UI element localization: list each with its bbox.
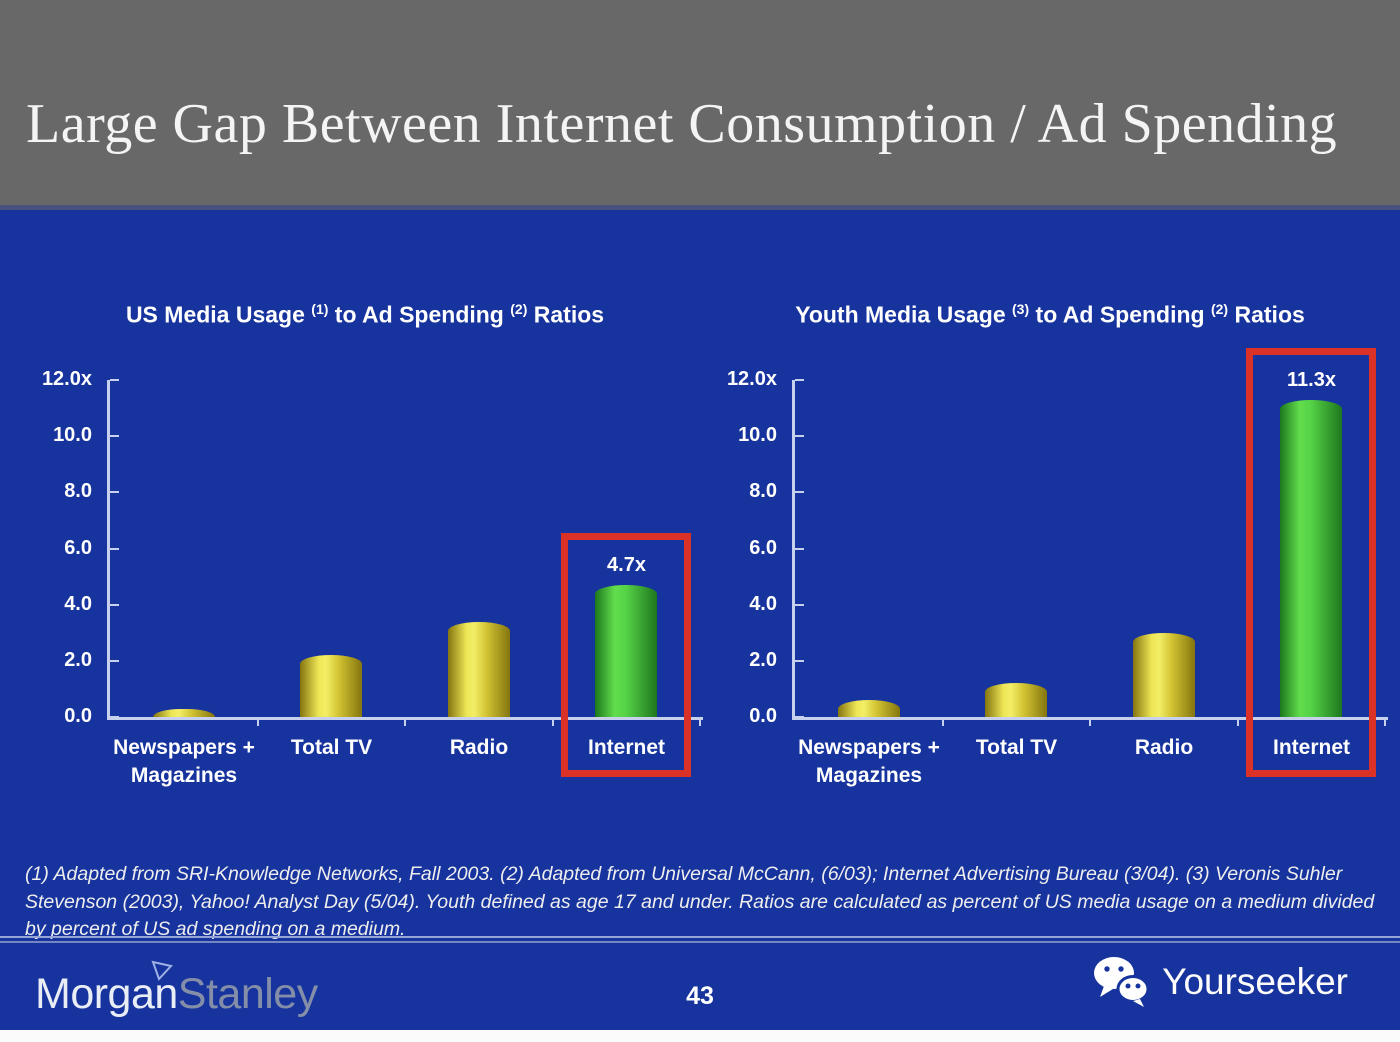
bar-newspapers-magazines bbox=[837, 700, 900, 717]
category-label-internet: Internet bbox=[587, 736, 665, 759]
bar-internet bbox=[1280, 399, 1343, 717]
bar-newspapers-magazines bbox=[152, 708, 215, 717]
bar-total-tv bbox=[300, 655, 363, 717]
chart-title: Youth Media Usage (3) to Ad Spending (2)… bbox=[770, 292, 1330, 332]
y-tick-label: 2.0 bbox=[749, 648, 777, 671]
y-tick-mark bbox=[110, 547, 119, 550]
y-tick-mark bbox=[795, 716, 804, 718]
y-tick-mark bbox=[110, 603, 119, 606]
bottom-strip bbox=[0, 1030, 1400, 1042]
highlight-box bbox=[561, 533, 692, 777]
y-tick-mark bbox=[795, 603, 804, 606]
category-label-radio: Radio bbox=[449, 736, 509, 759]
y-axis bbox=[792, 380, 795, 720]
y-tick-mark bbox=[795, 547, 804, 550]
y-tick-label: 8.0 bbox=[64, 480, 92, 503]
x-tick-mark bbox=[404, 717, 406, 726]
category-label-internet: Internet bbox=[1272, 736, 1350, 759]
y-tick-mark bbox=[110, 435, 119, 438]
page-number: 43 bbox=[686, 982, 714, 1010]
chart-title-text: Youth Media Usage bbox=[795, 301, 1013, 328]
morgan-stanley-triangle-icon bbox=[151, 960, 173, 981]
bar-total-tv bbox=[985, 683, 1048, 717]
y-tick-mark bbox=[795, 491, 804, 494]
category-label-radio: Radio bbox=[1134, 736, 1194, 759]
y-tick-mark bbox=[110, 379, 119, 381]
slide-header: Large Gap Between Internet Consumption /… bbox=[0, 0, 1400, 205]
x-tick-mark bbox=[551, 717, 554, 726]
category-label-newspapers-magazines: Newspapers + Magazines bbox=[113, 736, 255, 787]
y-tick-label: 0.0 bbox=[749, 705, 777, 727]
x-tick-mark bbox=[1236, 717, 1239, 726]
value-label: 11.3x bbox=[1287, 368, 1336, 391]
footnote-ref-sup: (2) bbox=[510, 301, 528, 317]
plot-area: 12.0x 10.0 8.0 6.0 4.0 2.0 0.0 Newspapers + Mag… bbox=[727, 347, 1388, 787]
footnote: (1) Adapted from SRI-Knowledge Networks,… bbox=[25, 863, 1375, 940]
y-tick-label: 10.0 bbox=[738, 424, 777, 447]
x-tick-mark bbox=[941, 717, 944, 726]
category-label-total-tv: Total TV bbox=[975, 736, 1058, 759]
footnote-ref-sup: (2) bbox=[1210, 301, 1229, 317]
plot-area: 12.0x 10.0 8.0 6.0 4.0 2.0 0.0 Newspapers + Mag… bbox=[42, 368, 703, 787]
logo-stanley-text: Stanley bbox=[177, 970, 318, 1018]
y-axis bbox=[107, 380, 110, 720]
y-tick-mark bbox=[795, 379, 804, 381]
us-media-usage-chart: US Media Usage (1) to Ad Spending (2) Ra… bbox=[30, 260, 703, 820]
x-tick-mark bbox=[1089, 717, 1091, 726]
yourseeker-watermark: Yourseeker bbox=[1092, 956, 1348, 1008]
y-tick-mark bbox=[110, 716, 119, 718]
chart-title-text: to Ad Spending bbox=[328, 301, 511, 328]
y-tick-label: 8.0 bbox=[749, 480, 777, 503]
x-tick-mark bbox=[1384, 717, 1386, 726]
y-tick-mark bbox=[795, 659, 804, 662]
value-label: 4.7x bbox=[607, 554, 646, 576]
y-tick-mark bbox=[110, 491, 119, 494]
chart-title-text: to Ad Spending bbox=[1029, 301, 1211, 328]
bar-radio bbox=[447, 621, 510, 717]
category-label-newspapers-magazines: Newspapers + Magazines bbox=[798, 736, 940, 787]
y-tick-label: 6.0 bbox=[64, 536, 92, 559]
x-tick-mark bbox=[256, 717, 259, 726]
bar-internet bbox=[595, 585, 658, 717]
category-label-total-tv: Total TV bbox=[290, 736, 373, 759]
wechat-icon bbox=[1094, 957, 1150, 1007]
y-tick-label: 12.0x bbox=[41, 368, 92, 390]
footnote-ref-sup: (3) bbox=[1012, 301, 1030, 317]
header-divider bbox=[0, 205, 1400, 210]
page-title: Large Gap Between Internet Consumption /… bbox=[26, 93, 1338, 155]
chart-title-text: US Media Usage bbox=[125, 301, 312, 328]
bar-radio bbox=[1132, 632, 1195, 717]
highlight-box bbox=[1246, 347, 1377, 777]
y-tick-mark bbox=[795, 435, 804, 438]
y-tick-label: 4.0 bbox=[749, 592, 777, 615]
y-tick-label: 4.0 bbox=[64, 592, 92, 615]
y-tick-label: 0.0 bbox=[64, 705, 92, 727]
y-tick-label: 6.0 bbox=[749, 536, 777, 559]
morgan-stanley-logo: MorganStanley bbox=[35, 970, 318, 1019]
y-tick-label: 10.0 bbox=[53, 424, 92, 447]
footnote-ref-sup: (1) bbox=[311, 301, 329, 317]
youth-media-usage-chart: Youth Media Usage (3) to Ad Spending (2)… bbox=[715, 260, 1388, 820]
x-tick-mark bbox=[699, 717, 701, 726]
y-tick-label: 2.0 bbox=[64, 648, 92, 671]
chart-title: US Media Usage (1) to Ad Spending (2) Ra… bbox=[30, 292, 700, 332]
chart-title-text: Ratios bbox=[527, 301, 605, 328]
footer-rule bbox=[0, 936, 1400, 943]
yourseeker-text: Yourseeker bbox=[1162, 961, 1348, 1002]
y-tick-label: 12.0x bbox=[726, 368, 777, 390]
logo-morgan-text: Morgan bbox=[35, 970, 178, 1018]
y-tick-mark bbox=[110, 659, 119, 662]
chart-title-text: Ratios bbox=[1228, 301, 1305, 328]
